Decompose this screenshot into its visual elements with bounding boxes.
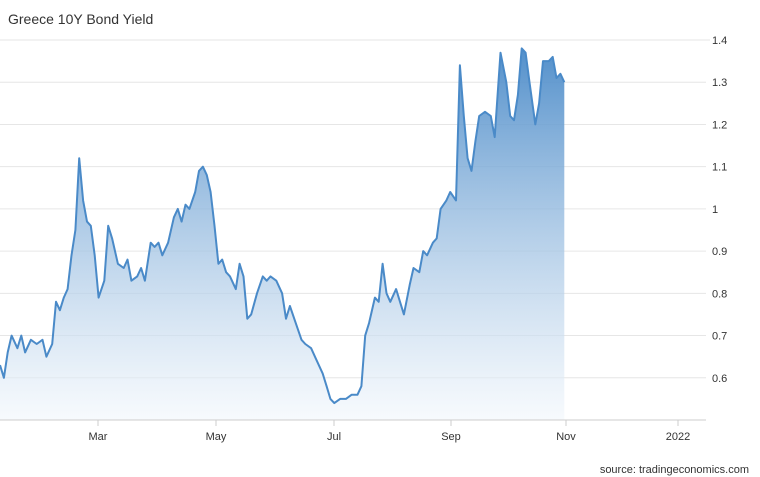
x-tick-label: Sep [441, 431, 461, 443]
y-tick-label: 1 [712, 204, 718, 216]
y-tick-label: 0.7 [712, 331, 727, 343]
y-tick-label: 1.2 [712, 119, 727, 131]
y-tick-label: 1.3 [712, 77, 727, 89]
y-tick-label: 1.4 [712, 35, 727, 47]
chart-title: Greece 10Y Bond Yield [8, 11, 153, 27]
y-tick-label: 0.9 [712, 246, 727, 258]
series-line [0, 47, 566, 405]
y-tick-label: 0.8 [712, 288, 727, 300]
axes: 0.6 0.7 0.8 0.9 1 1.1 1.2 1.3 1.4 Mar May Jul Sep Nov… [0, 35, 727, 443]
x-tick-label: 2022 [666, 431, 690, 443]
series-area [0, 48, 565, 421]
x-tick-label: Mar [89, 431, 108, 443]
x-tick-label: Jul [327, 431, 341, 443]
y-tick-label: 1.1 [712, 162, 727, 174]
x-tick-label: Nov [556, 431, 576, 443]
x-tick-label: May [206, 431, 227, 443]
plot-area [0, 47, 566, 421]
source-label: source: tradingeconomics.com [600, 464, 749, 476]
y-tick-label: 0.6 [712, 373, 727, 385]
